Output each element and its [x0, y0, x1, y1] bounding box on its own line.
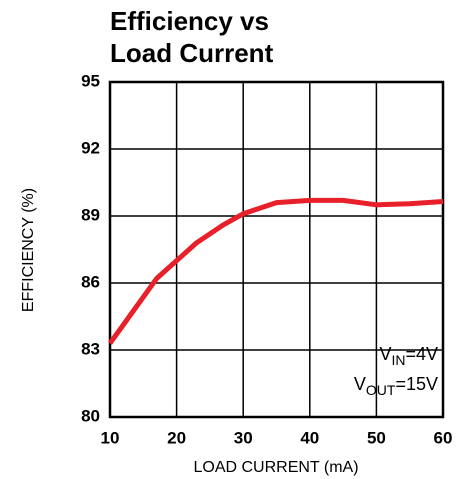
- annotation: VOUT=15V: [354, 374, 438, 398]
- y-tick-label: 86: [81, 272, 100, 291]
- x-tick-label: 60: [434, 428, 453, 447]
- annotation-part: OUT: [366, 382, 396, 398]
- chart-title: Load Current: [110, 38, 274, 68]
- y-tick-label: 83: [81, 339, 100, 358]
- annotation-part: V: [379, 344, 391, 364]
- x-tick-label: 40: [300, 428, 319, 447]
- annotation: VIN=4V: [379, 344, 438, 368]
- y-tick-label: 89: [81, 205, 100, 224]
- y-tick-label: 95: [81, 71, 100, 90]
- line: [107, 197, 444, 345]
- plot-frame: [108, 80, 445, 419]
- x-tick-label: 10: [101, 428, 120, 447]
- x-tick-label: 30: [234, 428, 253, 447]
- annotation-part: =4V: [405, 344, 438, 364]
- x-tick-label: 20: [167, 428, 186, 447]
- x-axis-label: LOAD CURRENT (mA): [193, 459, 358, 476]
- y-tick-label: 80: [81, 406, 100, 425]
- chart-title: Efficiency vs: [110, 6, 269, 36]
- annotation-part: =15V: [395, 374, 438, 394]
- annotation-part: IN: [391, 352, 405, 368]
- annotation-part: V: [354, 374, 366, 394]
- y-tick-label: 92: [81, 138, 100, 157]
- x-tick-label: 50: [367, 428, 386, 447]
- y-axis-label: EFFICIENCY (%): [20, 188, 37, 312]
